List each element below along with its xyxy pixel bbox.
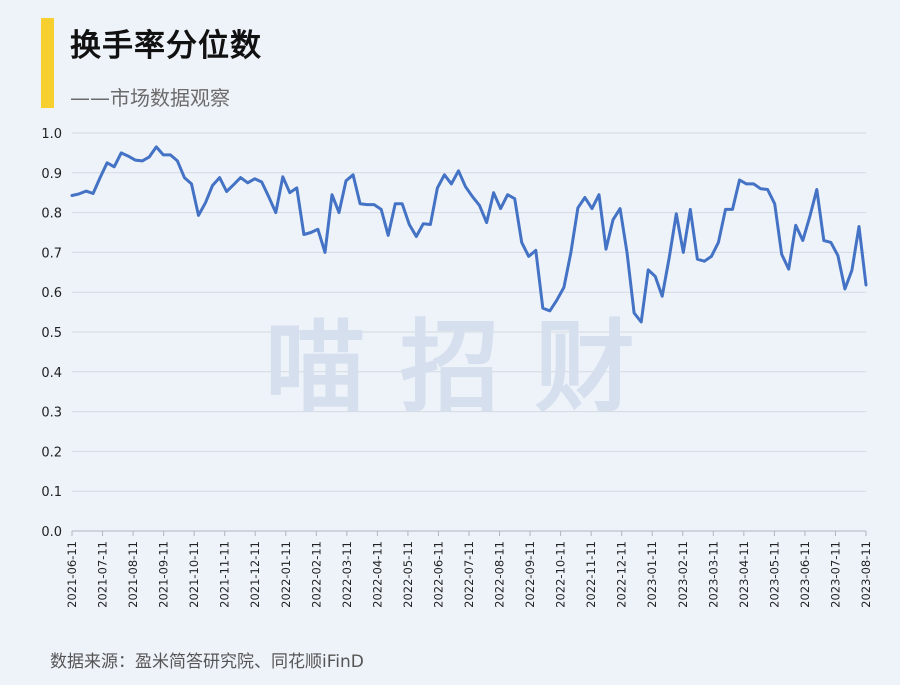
x-tick-label: 2021-10-11 xyxy=(187,541,201,608)
x-tick-label: 2022-12-11 xyxy=(615,541,629,608)
series-layer xyxy=(70,145,868,324)
x-tick-label: 2023-08-11 xyxy=(859,541,873,608)
x-tick-label: 2022-10-11 xyxy=(554,541,568,608)
watermark: 喵 招 财 xyxy=(265,309,635,426)
y-tick-label: 0.9 xyxy=(41,167,62,182)
x-tick-label: 2023-03-11 xyxy=(706,541,720,608)
x-tick-label: 2022-11-11 xyxy=(584,541,598,608)
x-tick-label: 2023-06-11 xyxy=(798,541,812,608)
accent-bar xyxy=(41,18,54,108)
x-tick-label: 2022-03-11 xyxy=(340,541,354,608)
x-tick-label: 2022-08-11 xyxy=(493,541,507,608)
x-tick-label: 2023-05-11 xyxy=(767,541,781,608)
x-tick-label: 2021-12-11 xyxy=(248,541,262,608)
x-tick-label: 2021-06-11 xyxy=(65,541,79,608)
y-tick-label: 1.0 xyxy=(41,127,62,142)
y-tick-label: 0.4 xyxy=(41,366,62,381)
x-tick-label: 2022-04-11 xyxy=(370,541,384,608)
x-axis: 2021-06-11 2021-07-11 2021-08-11 2021-09-11… xyxy=(65,531,873,608)
x-tick-label: 2022-01-11 xyxy=(279,541,293,608)
x-tick-label: 2022-05-11 xyxy=(401,541,415,608)
x-tick-label: 2023-07-11 xyxy=(828,541,842,608)
y-tick-label: 0.2 xyxy=(41,445,62,460)
x-tick-label: 2021-11-11 xyxy=(218,541,232,608)
x-tick-label: 2022-09-11 xyxy=(523,541,537,608)
y-tick-label: 0.3 xyxy=(41,406,62,421)
x-tick-label: 2022-06-11 xyxy=(431,541,445,608)
x-tick-label: 2022-07-11 xyxy=(462,541,476,608)
x-tick-label: 2023-04-11 xyxy=(737,541,751,608)
x-tick-label: 2023-02-11 xyxy=(676,541,690,608)
y-tick-label: 0.5 xyxy=(41,326,62,341)
page-subtitle: ——市场数据观察 xyxy=(70,86,230,110)
series-line xyxy=(70,145,868,324)
y-tick-label: 0.6 xyxy=(41,286,62,301)
data-source: 数据来源：盈米简答研究院、同花顺iFinD xyxy=(50,652,364,672)
y-axis: 0.0 0.1 0.2 0.3 0.4 0.5 0.6 0.7 0.8 0.9 1.0 xyxy=(41,127,62,540)
y-tick-label: 0.8 xyxy=(41,207,62,222)
x-tick-label: 2022-02-11 xyxy=(309,541,323,608)
x-tick-label: 2023-01-11 xyxy=(645,541,659,608)
chart-grid xyxy=(72,132,866,532)
x-tick-label: 2021-09-11 xyxy=(157,541,171,608)
y-tick-label: 0.1 xyxy=(41,485,62,500)
page-title: 换手率分位数 xyxy=(70,28,262,64)
x-tick-label: 2021-07-11 xyxy=(96,541,110,608)
x-tick-label: 2021-08-11 xyxy=(126,541,140,608)
y-tick-label: 0.0 xyxy=(41,525,62,540)
y-tick-label: 0.7 xyxy=(41,246,62,261)
